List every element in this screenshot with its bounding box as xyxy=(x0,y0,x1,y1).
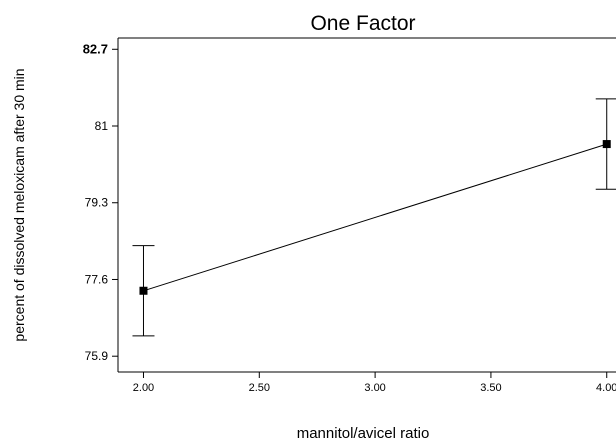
y-tick-label: 82.7 xyxy=(83,41,108,56)
x-tick-label: 3.00 xyxy=(364,382,385,394)
x-tick-label: 4.00 xyxy=(596,382,616,394)
y-tick-label: 81 xyxy=(95,119,109,133)
y-tick-label: 79.3 xyxy=(85,196,109,210)
y-axis-label: percent of dissolved meloxicam after 30 … xyxy=(11,68,27,341)
plot-area xyxy=(117,37,616,373)
y-tick-label: 75.9 xyxy=(85,349,109,363)
x-axis-ticks: 2.00 2.50 3.00 3.50 4.00 xyxy=(133,372,616,394)
x-tick-label: 2.00 xyxy=(133,382,154,394)
data-point xyxy=(139,286,148,295)
x-tick-label: 3.50 xyxy=(480,382,501,394)
series-line xyxy=(143,143,607,292)
x-tick-label: 2.50 xyxy=(249,382,270,394)
x-axis-label: mannitol/avicel ratio xyxy=(297,425,430,440)
series xyxy=(132,98,616,337)
y-axis-ticks: 75.9 77.6 79.3 81 82.7 xyxy=(83,41,118,363)
y-tick-label: 77.6 xyxy=(85,272,109,286)
data-point xyxy=(602,140,611,149)
chart-title: One Factor xyxy=(310,12,415,35)
